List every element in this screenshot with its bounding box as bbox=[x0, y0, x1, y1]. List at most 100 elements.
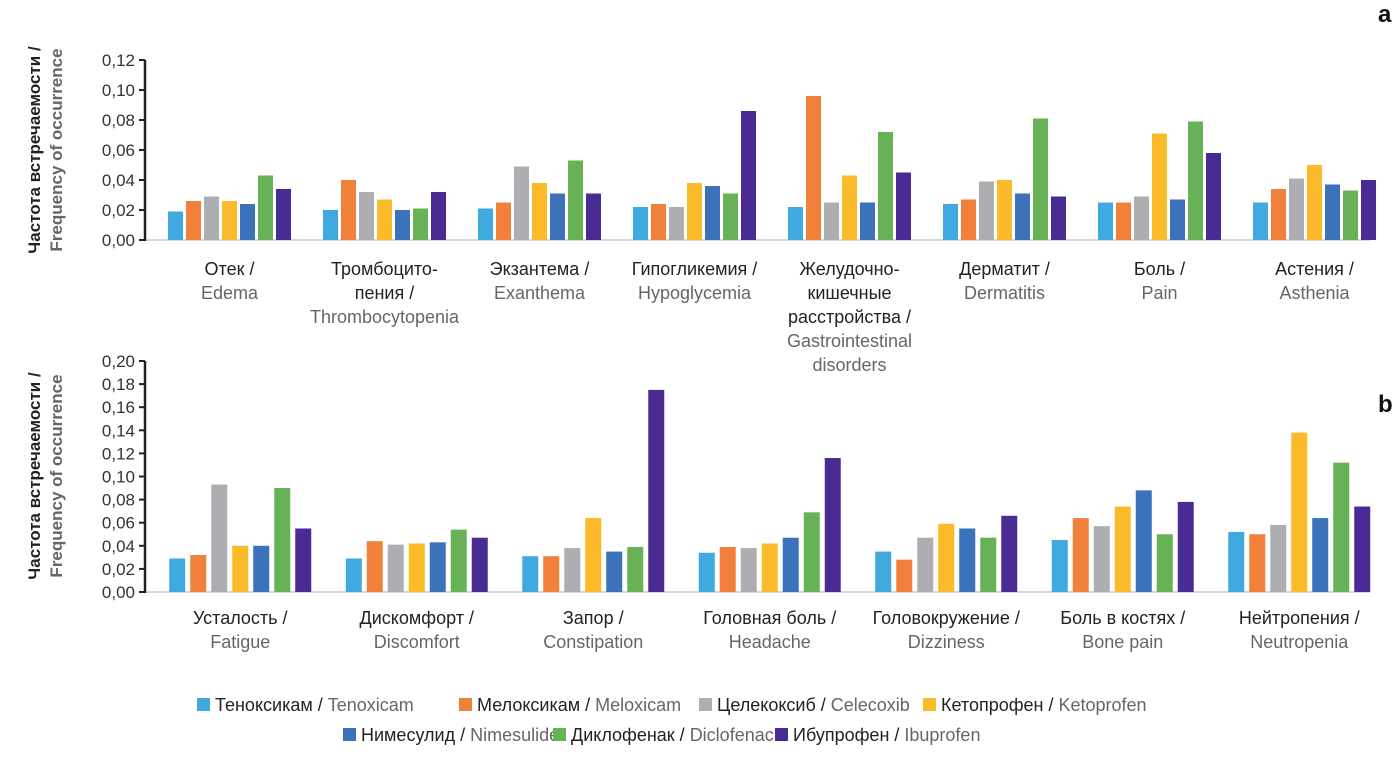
legend-label-en: Celecoxib bbox=[831, 695, 910, 715]
bar-group: Желудочно-кишечные расстройства / Gastroin… bbox=[787, 96, 912, 375]
bar-ketoprofen bbox=[1114, 506, 1131, 592]
bar-diclofenac bbox=[1156, 534, 1173, 592]
bar-celecoxib bbox=[514, 166, 529, 240]
category-label-en: Bone pain bbox=[1082, 632, 1163, 652]
bar-ketoprofen bbox=[687, 183, 702, 240]
category-label-en: Hypoglycemia bbox=[638, 283, 752, 303]
category-label-ru: расстройства / bbox=[788, 307, 911, 327]
category-label-ru: Гипогликемия / bbox=[632, 259, 758, 279]
bar-diclofenac bbox=[1033, 118, 1048, 240]
legend-label-en: Ibuprofen bbox=[904, 725, 980, 745]
chart-panel-b: b Частота встречаемости / Frequency of occ… bbox=[25, 352, 1393, 652]
category-label-en: Exanthema bbox=[494, 283, 586, 303]
bar-ketoprofen bbox=[938, 523, 955, 592]
bar-tenoxicam bbox=[1051, 540, 1068, 592]
bar-tenoxicam bbox=[522, 556, 539, 592]
y-tick-label: 0,02 bbox=[102, 560, 135, 579]
bar-celecoxib bbox=[917, 537, 934, 592]
legend-item-celecoxib: Целекоксиб / Celecoxib bbox=[699, 695, 910, 715]
category-label-en: Pain bbox=[1141, 283, 1177, 303]
legend: Теноксикам / Tenoxicam Мелоксикам / Melox… bbox=[197, 695, 1147, 745]
bar-ketoprofen bbox=[1291, 432, 1308, 592]
legend-item-diclofenac: Диклофенак / Diclofenac bbox=[553, 725, 774, 745]
bar-ketoprofen bbox=[997, 180, 1012, 240]
legend-swatch bbox=[459, 698, 472, 711]
legend-item-ibuprofen: Ибупрофен / Ibuprofen bbox=[775, 725, 980, 745]
y-tick-label: 0,00 bbox=[102, 231, 135, 250]
bar-meloxicam bbox=[1116, 202, 1131, 240]
bar-celecoxib bbox=[211, 484, 228, 592]
legend-label-ru: Кетопрофен / bbox=[941, 695, 1058, 715]
category-label-ru: Запор / bbox=[563, 608, 624, 628]
bar-nimesulide bbox=[1312, 518, 1329, 592]
legend-label-en: Diclofenac bbox=[690, 725, 774, 745]
legend-swatch bbox=[775, 728, 788, 741]
legend-label-ru: Теноксикам / bbox=[215, 695, 328, 715]
y-tick-label: 0,12 bbox=[102, 444, 135, 463]
y-tick-label: 0,20 bbox=[102, 352, 135, 371]
bar-diclofenac bbox=[1188, 121, 1203, 240]
bar-nimesulide bbox=[550, 193, 565, 240]
category-label-ru: пения / bbox=[355, 283, 415, 303]
bar-tenoxicam bbox=[345, 558, 362, 592]
bar-group: Отек / Edema bbox=[168, 175, 291, 303]
bar-diclofenac bbox=[723, 193, 738, 240]
y-tick-label: 0,10 bbox=[102, 468, 135, 487]
bar-celecoxib bbox=[1289, 178, 1304, 240]
bar-tenoxicam bbox=[168, 211, 183, 240]
bar-meloxicam bbox=[186, 201, 201, 240]
category-label-ru: Желудочно- bbox=[799, 259, 899, 279]
bar-ketoprofen bbox=[842, 175, 857, 240]
legend-label: Нимесулид / Nimesulide bbox=[361, 725, 559, 745]
y-tick-label: 0,14 bbox=[102, 421, 135, 440]
legend-label-ru: Мелоксикам / bbox=[477, 695, 595, 715]
category-label-ru: Усталость / bbox=[193, 608, 288, 628]
y-tick-label: 0,04 bbox=[102, 537, 135, 556]
category-label-en: Dermatitis bbox=[964, 283, 1045, 303]
bar-diclofenac bbox=[1333, 462, 1350, 592]
y-tick-label: 0,06 bbox=[102, 514, 135, 533]
bar-meloxicam bbox=[1249, 534, 1266, 592]
category-label-ru: Дерматит / bbox=[959, 259, 1050, 279]
bar-ketoprofen bbox=[1152, 133, 1167, 240]
bar-meloxicam bbox=[961, 199, 976, 240]
bar-ibuprofen bbox=[471, 537, 488, 592]
bar-diclofenac bbox=[878, 132, 893, 240]
legend-label-ru: Диклофенак / bbox=[571, 725, 690, 745]
bar-diclofenac bbox=[450, 529, 467, 592]
bar-group: Головокружение / Dizziness bbox=[873, 515, 1020, 652]
category-label-en: Thrombocytopenia bbox=[310, 307, 460, 327]
bar-group: Запор / Constipation bbox=[522, 389, 665, 652]
bar-celecoxib bbox=[359, 192, 374, 240]
y-tick-label: 0,00 bbox=[102, 583, 135, 602]
bar-celecoxib bbox=[1093, 526, 1110, 592]
bar-celecoxib bbox=[979, 181, 994, 240]
bar-group: Головная боль / Headache bbox=[698, 458, 841, 652]
bar-group: Дискомфорт / Discomfort bbox=[345, 529, 488, 652]
bar-diclofenac bbox=[258, 175, 273, 240]
bar-group: Боль в костях / Bone pain bbox=[1051, 490, 1194, 652]
legend-label: Ибупрофен / Ibuprofen bbox=[793, 725, 980, 745]
bar-nimesulide bbox=[395, 210, 410, 240]
bar-meloxicam bbox=[366, 541, 383, 592]
bar-meloxicam bbox=[1072, 518, 1089, 592]
legend-label-ru: Нимесулид / bbox=[361, 725, 470, 745]
bar-meloxicam bbox=[496, 202, 511, 240]
bar-ibuprofen bbox=[1051, 196, 1066, 240]
bar-ketoprofen bbox=[761, 543, 778, 592]
legend-swatch bbox=[553, 728, 566, 741]
bar-nimesulide bbox=[253, 545, 270, 592]
bar-diclofenac bbox=[980, 537, 997, 592]
bar-ibuprofen bbox=[1001, 515, 1018, 592]
y-axis-title-ru: Частота встречаемости / bbox=[25, 46, 44, 254]
bar-tenoxicam bbox=[169, 558, 186, 592]
bar-nimesulide bbox=[705, 186, 720, 240]
category-label-en: Gastrointestinal bbox=[787, 331, 912, 351]
bar-tenoxicam bbox=[1098, 202, 1113, 240]
category-label-ru: кишечные bbox=[807, 283, 891, 303]
legend-item-nimesulide: Нимесулид / Nimesulide bbox=[343, 725, 559, 745]
legend-label: Кетопрофен / Ketoprofen bbox=[941, 695, 1147, 715]
bar-tenoxicam bbox=[788, 207, 803, 240]
bar-tenoxicam bbox=[478, 208, 493, 240]
